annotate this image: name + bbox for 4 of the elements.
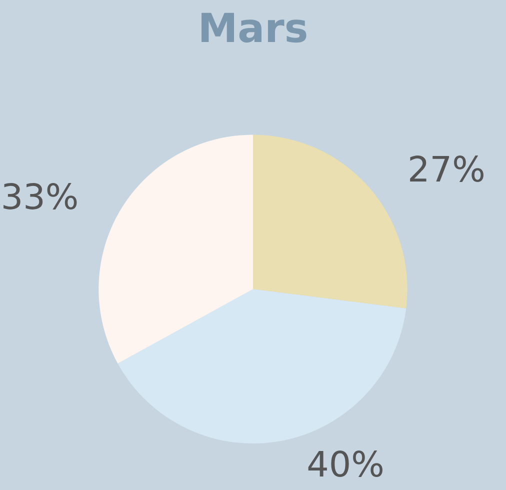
data-label: 33% — [0, 178, 79, 218]
data-label: 40% — [306, 445, 384, 486]
chart-title: Mars — [198, 6, 308, 52]
data-label: 27% — [408, 150, 486, 190]
